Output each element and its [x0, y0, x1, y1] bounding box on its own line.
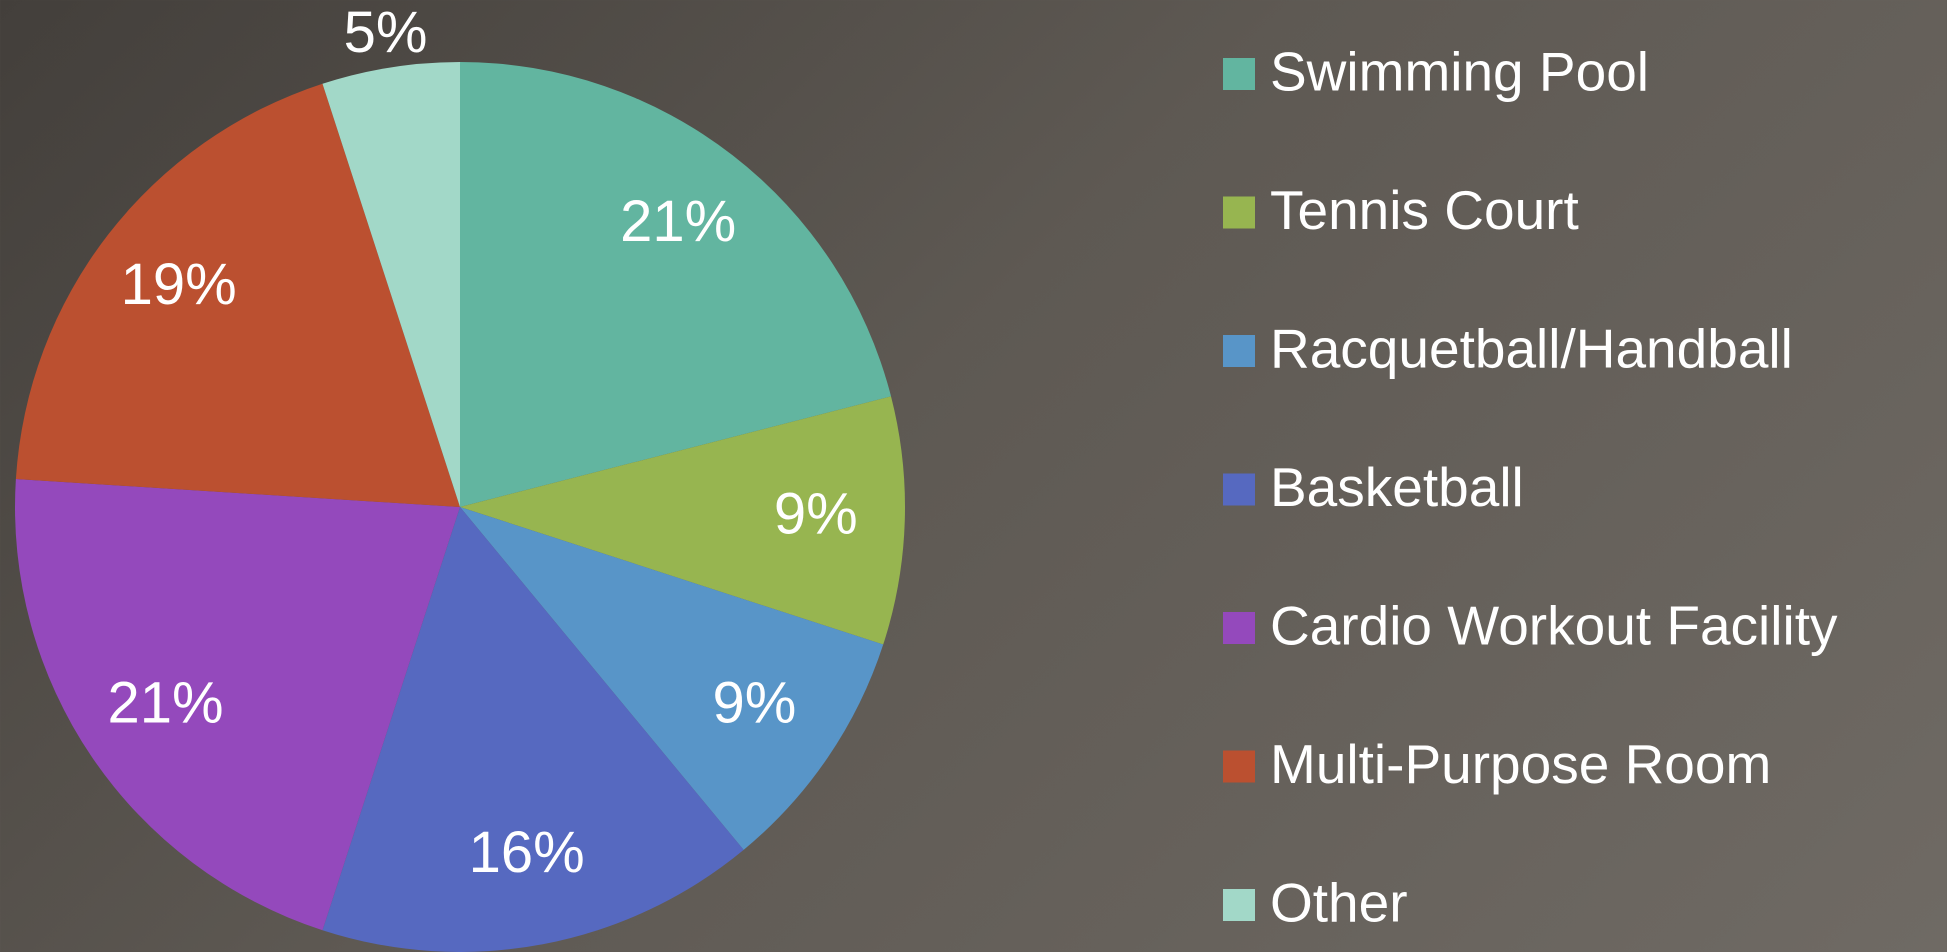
- legend-swatch: [1223, 473, 1255, 506]
- pie-slice: [460, 62, 892, 507]
- pie-slice: [322, 62, 460, 507]
- legend-swatch: [1223, 58, 1255, 90]
- data-label: 5%: [344, 0, 428, 65]
- data-label: 9%: [774, 482, 858, 547]
- legend-label: Basketball: [1270, 456, 1524, 518]
- legend-label: Other: [1270, 872, 1408, 934]
- pie-slice: [460, 507, 884, 850]
- legend-label: Tennis Court: [1270, 179, 1579, 241]
- data-label: 19%: [121, 252, 237, 317]
- legend-swatch: [1223, 196, 1255, 229]
- legend-swatch: [1223, 750, 1255, 783]
- pie-slice: [14, 479, 460, 931]
- data-label: 21%: [620, 189, 736, 254]
- legend-label: Swimming Pool: [1270, 41, 1649, 103]
- pie-slice: [460, 396, 905, 645]
- data-label: 16%: [469, 820, 585, 885]
- pie-slice: [322, 507, 744, 952]
- data-label: 9%: [713, 670, 797, 735]
- pie-slice: [15, 83, 460, 508]
- data-label: 21%: [108, 670, 224, 735]
- legend-label: Racquetball/Handball: [1270, 318, 1793, 380]
- legend-swatch: [1223, 612, 1255, 644]
- legend-swatch: [1223, 889, 1255, 921]
- legend-swatch: [1223, 335, 1255, 367]
- legend-label: Cardio Workout Facility: [1270, 595, 1838, 657]
- legend-label: Multi-Purpose Room: [1270, 733, 1771, 795]
